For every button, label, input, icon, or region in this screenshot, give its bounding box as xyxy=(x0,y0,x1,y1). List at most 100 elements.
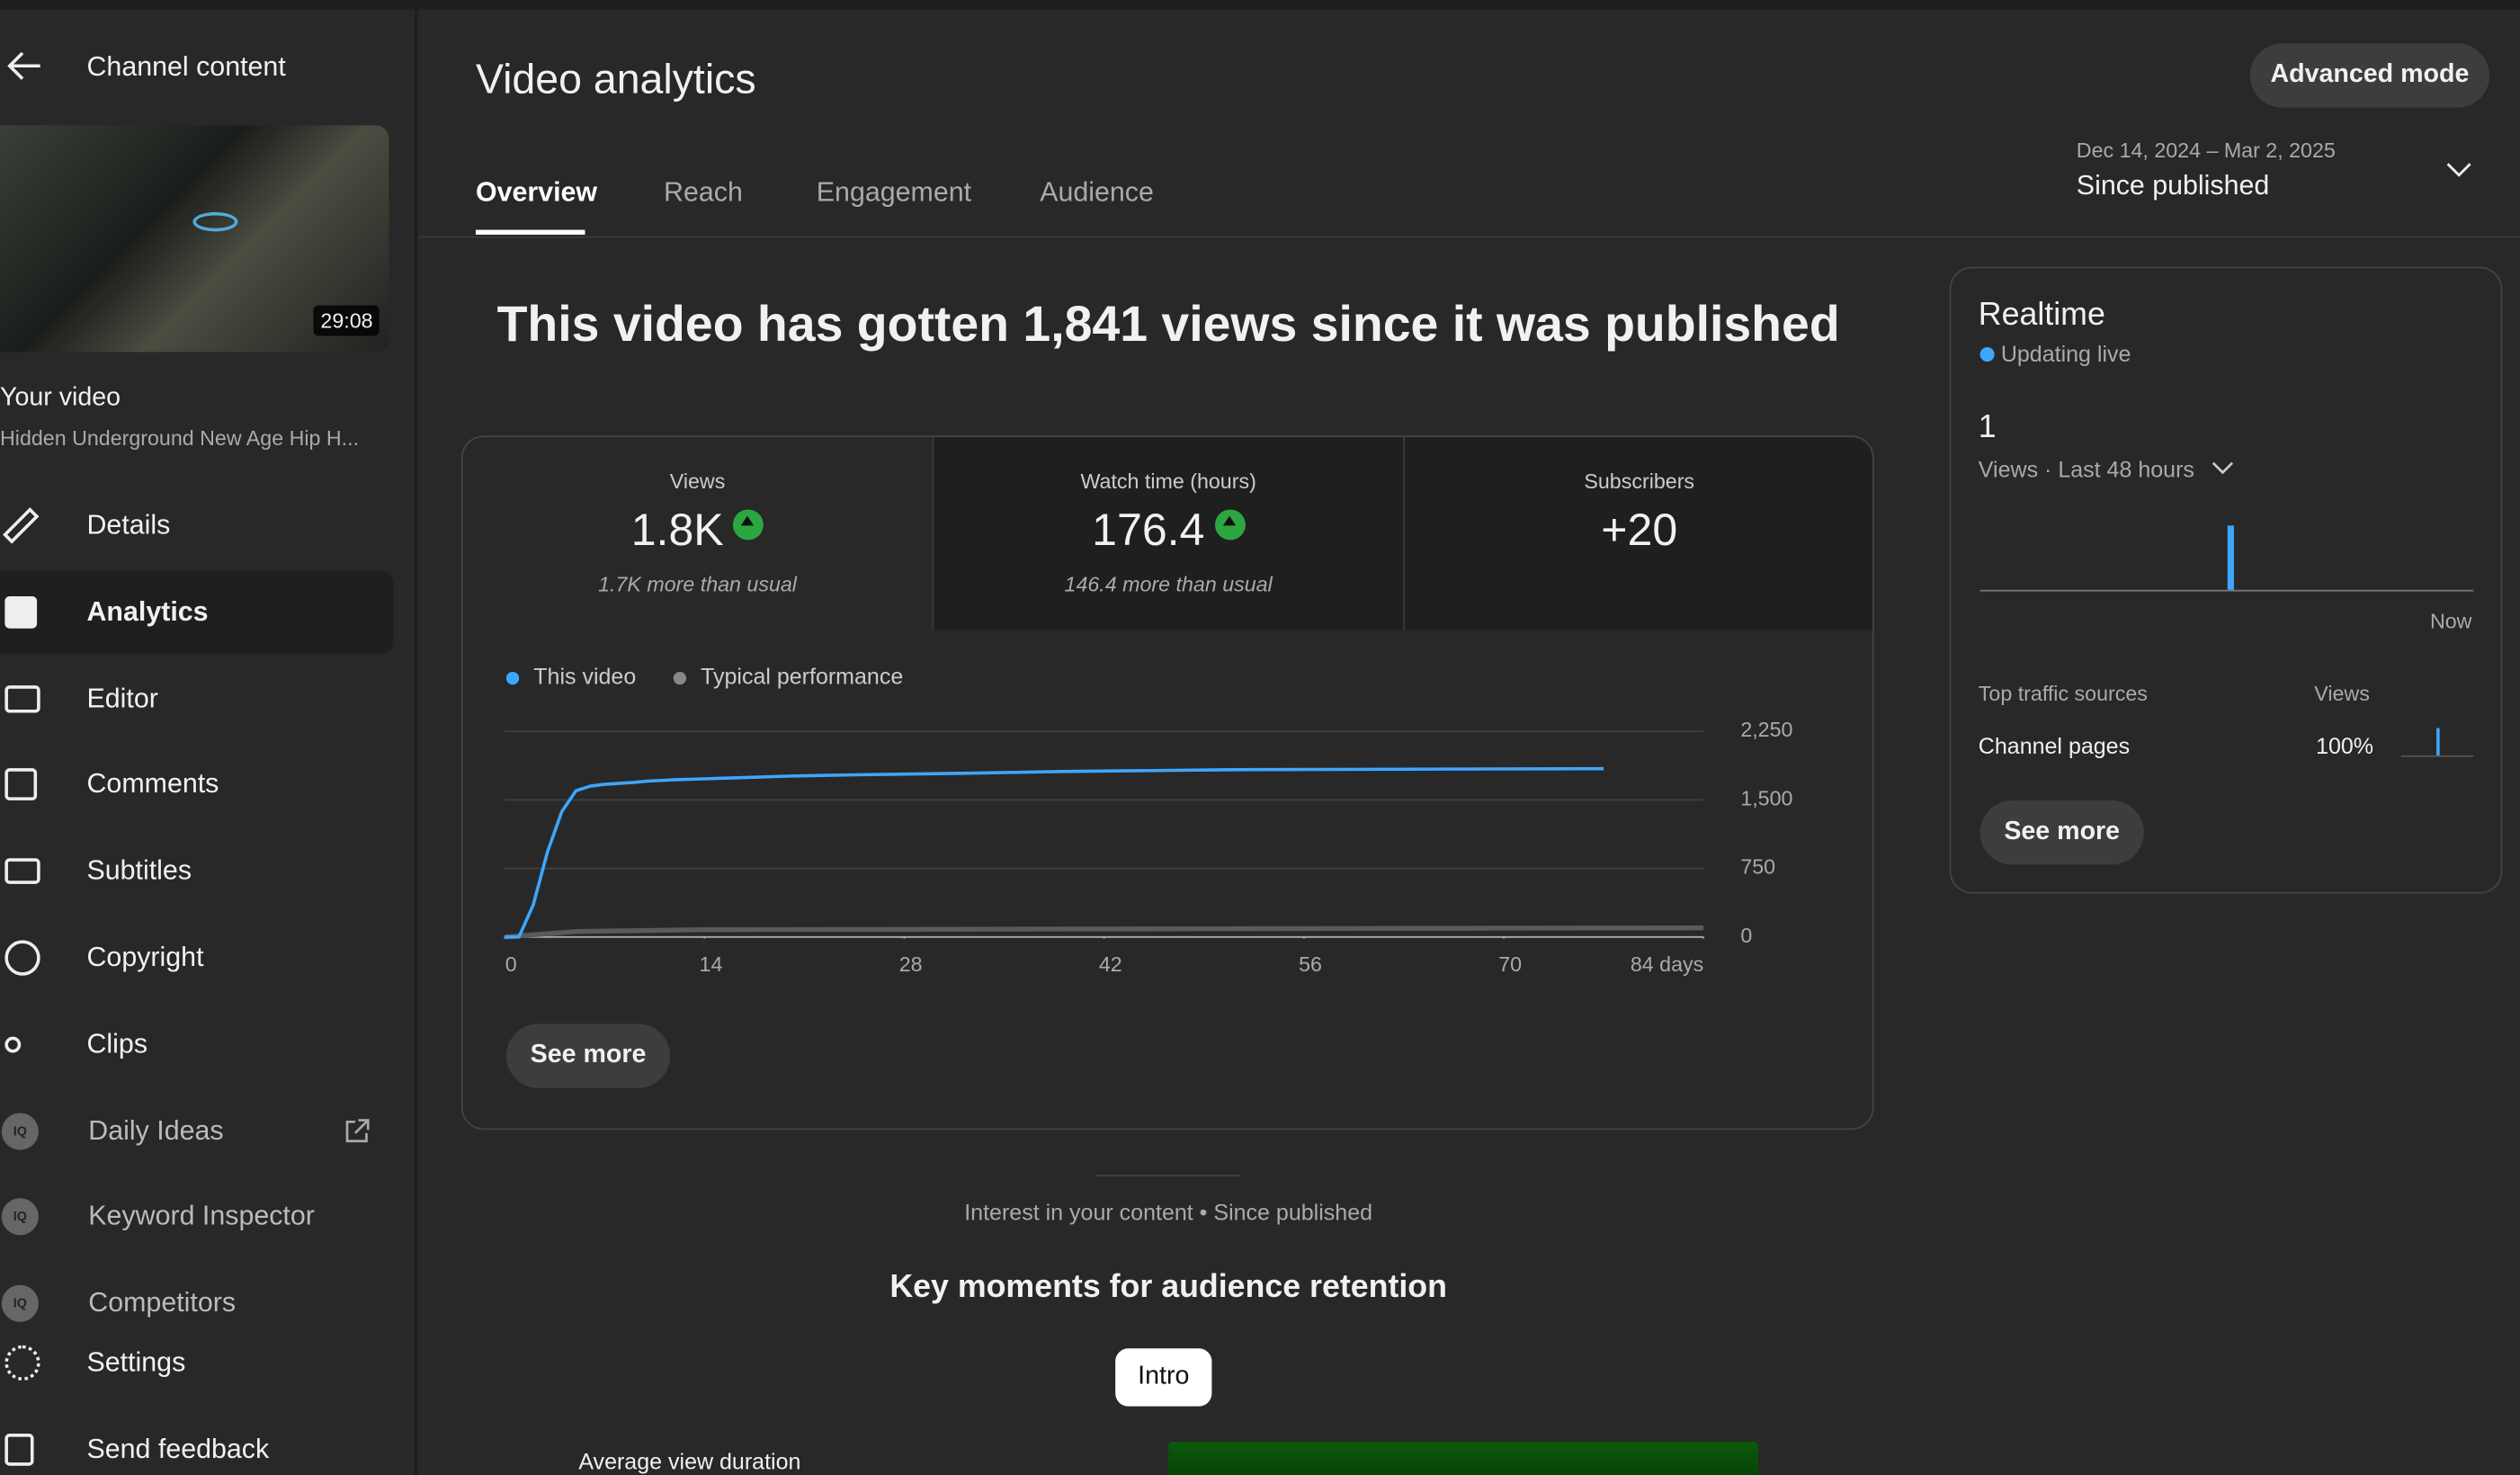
realtime-see-more-button[interactable]: See more xyxy=(1979,800,2144,865)
realtime-card xyxy=(1949,266,2503,894)
metric-value: 176.4 xyxy=(1092,505,1205,555)
x-tick-label: 14 xyxy=(700,952,723,976)
tab[interactable]: Audience xyxy=(1040,176,1154,208)
tab-underline xyxy=(475,229,585,235)
y-tick-label: 750 xyxy=(1740,855,1775,879)
retention-caption: Interest in your content • Since publish… xyxy=(964,1199,1373,1225)
series-line xyxy=(505,766,1604,939)
header-divider xyxy=(417,236,2520,238)
realtime-status: Updating live xyxy=(2000,340,2131,367)
metric[interactable]: Subscribers +20 xyxy=(1405,437,1874,630)
traffic-share: 100% xyxy=(2316,732,2374,759)
metric-value: +20 xyxy=(1601,505,1678,555)
nav-label: Analytics xyxy=(86,595,209,627)
nav-label: Competitors xyxy=(88,1287,237,1319)
nav-icon xyxy=(4,1036,22,1053)
nav-item[interactable]: Comments xyxy=(0,743,394,827)
nav-item[interactable]: Subtitles xyxy=(0,829,394,913)
x-tick-label: 42 xyxy=(1099,952,1122,976)
series-line xyxy=(504,925,1704,940)
metric[interactable]: Views 1.8K 1.7K more than usual xyxy=(463,437,933,630)
tab[interactable]: Reach xyxy=(664,176,743,208)
date-range[interactable]: Dec 14, 2024 – Mar 2, 2025 xyxy=(2076,138,2336,163)
trend-up-icon xyxy=(1214,509,1246,541)
nav-label: Keyword Inspector xyxy=(88,1200,315,1231)
video-thumbnail[interactable]: 29:08 xyxy=(0,125,389,353)
page-title: Video analytics xyxy=(475,54,756,103)
nav-label: Editor xyxy=(86,683,158,714)
realtime-count: 1 xyxy=(1978,409,1997,445)
nav-item[interactable]: IQ Competitors xyxy=(0,1262,394,1345)
video-title: Hidden Underground New Age Hip H... xyxy=(0,425,360,451)
dropdown-chevron[interactable] xyxy=(2212,461,2234,476)
y-tick-label: 0 xyxy=(1740,924,1752,947)
nav-item[interactable]: Editor xyxy=(0,657,394,741)
chart-see-more-button[interactable]: See more xyxy=(505,1024,671,1088)
nav-item[interactable]: IQ Keyword Inspector xyxy=(0,1175,394,1258)
views-header: Views xyxy=(2314,681,2370,706)
metric-label: Watch time (hours) xyxy=(1080,469,1256,494)
top-bar xyxy=(0,0,2520,10)
x-tick-label: 0 xyxy=(505,952,517,976)
realtime-bar xyxy=(2227,525,2234,590)
tab-active[interactable]: Overview xyxy=(475,176,598,208)
nav-item-active[interactable]: Analytics xyxy=(0,570,394,655)
nav-icon xyxy=(4,685,40,713)
nav-icon xyxy=(4,1345,40,1381)
advanced-mode-button[interactable]: Advanced mode xyxy=(2249,43,2490,108)
spark-bar xyxy=(2436,728,2440,755)
thumbnail-duration: 29:08 xyxy=(314,305,380,336)
live-dot xyxy=(1979,346,1995,362)
legend-label: This video xyxy=(533,665,636,690)
y-tick-label: 1,500 xyxy=(1740,786,1792,809)
nav-icon xyxy=(4,1434,34,1466)
realtime-count-label[interactable]: Views · Last 48 hours xyxy=(1978,456,2194,483)
iq-badge: IQ xyxy=(1,1198,39,1236)
retention-thumbnail xyxy=(1168,1441,1758,1475)
external-link-icon xyxy=(345,1119,370,1143)
metric-value: 1.8K xyxy=(630,505,724,555)
nav-item[interactable]: Details xyxy=(0,484,394,568)
realtime-title: Realtime xyxy=(1978,297,2105,333)
metric-label: Subscribers xyxy=(1584,469,1695,494)
nav-item[interactable]: IQ Daily Ideas xyxy=(0,1090,394,1174)
x-tick-label: 70 xyxy=(1498,952,1522,976)
nav-label: Send feedback xyxy=(86,1434,270,1464)
x-tick-label: 56 xyxy=(1299,952,1322,976)
dropdown-chevron[interactable] xyxy=(2446,162,2472,178)
nav-label: Settings xyxy=(86,1346,186,1378)
nav-item[interactable]: Send feedback xyxy=(0,1408,394,1475)
metric[interactable]: Watch time (hours) 176.4 146.4 more than… xyxy=(934,437,1403,630)
back-arrow[interactable] xyxy=(6,49,41,82)
nav-icon xyxy=(4,595,38,629)
realtime-now-label: Now xyxy=(2429,609,2472,634)
traffic-header: Top traffic sources xyxy=(1978,681,2148,706)
tab[interactable]: Engagement xyxy=(816,176,972,208)
metric-label: Views xyxy=(669,469,726,494)
iq-badge: IQ xyxy=(1,1284,39,1322)
nav-item[interactable]: Clips xyxy=(0,1003,394,1086)
metric-note: 1.7K more than usual xyxy=(598,572,797,596)
back-label[interactable]: Channel content xyxy=(86,51,286,83)
legend-dot xyxy=(673,671,687,685)
nav-icon xyxy=(4,768,38,800)
intro-chip[interactable]: Intro xyxy=(1115,1348,1212,1407)
x-tick-label: 28 xyxy=(899,952,923,976)
realtime-axis xyxy=(1979,589,2474,592)
thumbnail-halo xyxy=(192,211,238,232)
period[interactable]: Since published xyxy=(2076,170,2270,201)
y-tick-label: 2,250 xyxy=(1740,718,1792,741)
nav-label: Copyright xyxy=(86,942,204,973)
retention-title: Key moments for audience retention xyxy=(889,1269,1447,1306)
nav-label: Clips xyxy=(86,1028,148,1059)
headline: This video has gotten 1,841 views since … xyxy=(496,295,1840,353)
nav-item[interactable]: Settings xyxy=(0,1321,394,1405)
nav-item[interactable]: Copyright xyxy=(0,916,394,1000)
iq-badge: IQ xyxy=(1,1113,39,1150)
x-tick-label: 84 days xyxy=(1631,952,1703,976)
nav-label: Subtitles xyxy=(86,854,192,886)
traffic-source: Channel pages xyxy=(1978,732,2131,759)
nav-label: Daily Ideas xyxy=(88,1115,224,1147)
